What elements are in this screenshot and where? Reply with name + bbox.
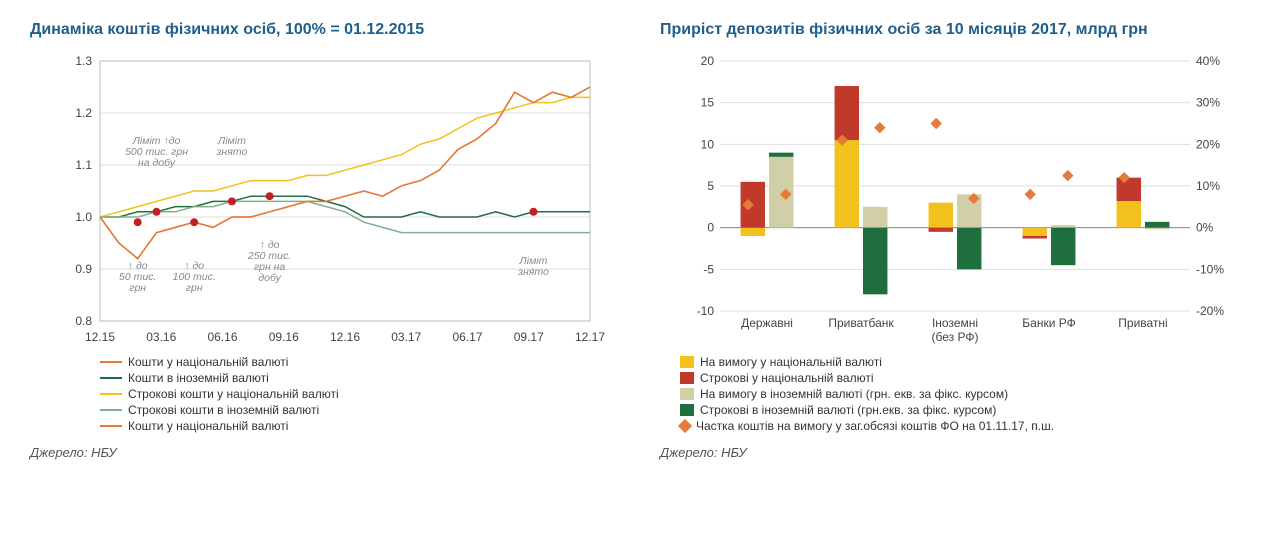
svg-text:20: 20 [701,54,715,68]
right-legend: На вимогу у національній валюті Строкові … [660,355,1250,433]
svg-text:на добу: на добу [138,157,176,169]
svg-text:09.16: 09.16 [269,330,299,344]
svg-text:5: 5 [707,179,714,193]
left-title: Динаміка коштів фізичних осіб, 100% = 01… [30,20,620,41]
chart-row: Динаміка коштів фізичних осіб, 100% = 01… [30,20,1250,460]
legend-item: На вимогу у національній валюті [660,355,1250,369]
left-legend: Кошти у національній валюті Кошти в інозе… [30,355,620,433]
svg-text:1.1: 1.1 [75,158,92,172]
svg-text:03.17: 03.17 [391,330,421,344]
legend-swatch [680,356,694,368]
svg-text:Банки РФ: Банки РФ [1022,316,1075,330]
svg-text:(без РФ): (без РФ) [932,330,979,344]
svg-text:40%: 40% [1196,54,1220,68]
svg-text:знято: знято [216,146,248,158]
svg-text:0.9: 0.9 [75,262,92,276]
svg-text:12.16: 12.16 [330,330,360,344]
svg-text:добу: добу [258,272,281,284]
svg-text:15: 15 [701,95,715,109]
legend-label: На вимогу в іноземній валюті (грн. екв. … [700,387,1008,401]
legend-item: Частка коштів на вимогу у заг.обсязі кош… [660,419,1250,433]
legend-swatch [680,372,694,384]
right-chart-svg: -10 -5 0 5 10 15 20 -20% -10% 0% 10% 20% 30% 40% Держа… [660,51,1250,351]
svg-text:Іноземні: Іноземні [932,316,978,330]
left-chart-svg: 0.8 0.9 1.0 1.1 1.2 1.3 12.15 03.16 06.16 09.16 12… [30,51,620,351]
left-chart-box: 0.8 0.9 1.0 1.1 1.2 1.3 12.15 03.16 06.16 09.16 12… [30,51,620,351]
legend-swatch [100,361,122,363]
legend-label: Строкові у національній валюті [700,371,874,385]
right-chart-box: -10 -5 0 5 10 15 20 -20% -10% 0% 10% 20% 30% 40% Держа… [660,51,1250,351]
legend-label: Строкові кошти в іноземній валюті [128,403,319,417]
svg-text:Державні: Державні [741,316,793,330]
svg-text:03.16: 03.16 [146,330,176,344]
svg-text:0%: 0% [1196,220,1214,234]
svg-text:1.2: 1.2 [75,106,92,120]
legend-swatch [100,425,122,427]
svg-text:-10: -10 [697,304,715,318]
left-source: Джерело: НБУ [30,445,620,460]
svg-text:10%: 10% [1196,179,1220,193]
legend-label: На вимогу у національній валюті [700,355,882,369]
svg-text:0: 0 [707,220,714,234]
legend-item: Строкові кошти в іноземній валюті [30,403,620,417]
legend-item: Строкові кошти у національній валюті [30,387,620,401]
svg-text:1.3: 1.3 [75,54,92,68]
legend-label: Строкові в іноземній валюті (грн.екв. за… [700,403,996,417]
legend-item: На вимогу в іноземній валюті (грн. екв. … [660,387,1250,401]
svg-text:Приватні: Приватні [1118,316,1167,330]
legend-swatch [100,377,122,379]
svg-text:грн: грн [186,282,203,294]
svg-text:09.17: 09.17 [514,330,544,344]
svg-text:грн: грн [129,282,146,294]
right-panel: Приріст депозитів фізичних осіб за 10 мі… [660,20,1250,460]
svg-text:12.15: 12.15 [85,330,115,344]
svg-text:12.17: 12.17 [575,330,605,344]
svg-text:1.0: 1.0 [75,210,92,224]
legend-swatch [680,404,694,416]
svg-text:10: 10 [701,137,715,151]
legend-item: Кошти у національній валюті [30,419,620,433]
legend-label: Кошти у національній валюті [128,419,288,433]
left-panel: Динаміка коштів фізичних осіб, 100% = 01… [30,20,620,460]
svg-text:Приватбанк: Приватбанк [828,316,894,330]
legend-swatch [100,409,122,411]
svg-text:06.16: 06.16 [207,330,237,344]
legend-label: Кошти в іноземній валюті [128,371,269,385]
legend-item: Кошти в іноземній валюті [30,371,620,385]
legend-item: Строкові в іноземній валюті (грн.екв. за… [660,403,1250,417]
legend-item: Кошти у національній валюті [30,355,620,369]
svg-text:0.8: 0.8 [75,314,92,328]
svg-text:06.17: 06.17 [452,330,482,344]
svg-text:20%: 20% [1196,137,1220,151]
svg-text:-5: -5 [703,262,714,276]
legend-item: Строкові у національній валюті [660,371,1250,385]
legend-label: Частка коштів на вимогу у заг.обсязі кош… [696,419,1054,433]
svg-text:-10%: -10% [1196,262,1224,276]
legend-label: Кошти у національній валюті [128,355,288,369]
legend-diamond-icon [678,419,692,433]
right-title: Приріст депозитів фізичних осіб за 10 мі… [660,20,1250,41]
svg-text:30%: 30% [1196,95,1220,109]
legend-swatch [100,393,122,395]
svg-text:-20%: -20% [1196,304,1224,318]
right-source: Джерело: НБУ [660,445,1250,460]
legend-swatch [680,388,694,400]
svg-text:знято: знято [517,266,549,278]
legend-label: Строкові кошти у національній валюті [128,387,339,401]
